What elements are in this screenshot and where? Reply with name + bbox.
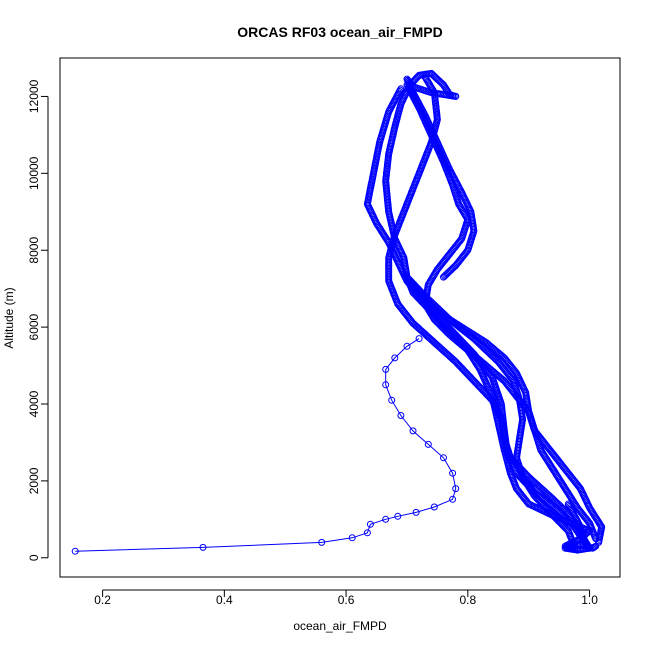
data-points-layer	[71, 69, 606, 555]
data-point-s3-181	[441, 272, 449, 280]
x-tick-label-2: 0.4	[216, 593, 233, 607]
data-point-s1-13	[449, 469, 457, 477]
data-point-s1-5	[363, 529, 371, 537]
y-tick-label-7: 12000	[27, 79, 41, 113]
y-tick-label-6: 10000	[27, 156, 41, 190]
data-point-s1-6	[366, 520, 374, 528]
data-point-s1-21	[391, 354, 399, 362]
x-tick-label-5: 1.0	[581, 593, 598, 607]
data-lines-layer	[75, 338, 457, 552]
data-point-s3-180	[442, 271, 450, 279]
data-point-s1-18	[388, 396, 396, 404]
x-tick-label-3: 0.6	[338, 593, 355, 607]
chart-title: ORCAS RF03 ocean_air_FMPD	[237, 24, 442, 40]
data-point-s2-82	[514, 487, 522, 495]
x-axis: 0.2 0.4 0.6 0.8 1.0	[94, 589, 598, 607]
y-axis-label: Altitude (m)	[2, 287, 16, 348]
data-point-s1-17	[397, 412, 405, 419]
data-point-s1-15	[424, 440, 432, 448]
data-point-s1-7	[382, 515, 390, 523]
y-axis: 0 2000 4000 6000 8000 10000 12000	[27, 79, 49, 561]
data-point-s1-11	[449, 495, 457, 503]
data-point-s3-182	[440, 273, 447, 281]
x-axis-label: ocean_air_FMPD	[293, 619, 387, 633]
plot-frame	[59, 57, 621, 578]
y-tick-label-3: 4000	[27, 390, 41, 417]
y-tick-label-1: 0	[27, 554, 41, 561]
y-tick-label-5: 8000	[27, 237, 41, 264]
data-point-s1-9	[412, 508, 420, 516]
data-point-s9-72	[591, 543, 599, 551]
data-point-s1-8	[394, 512, 402, 520]
y-tick-label-4: 6000	[27, 313, 41, 340]
x-tick-label-1: 0.2	[94, 593, 111, 607]
data-point-s1-14	[440, 454, 447, 462]
data-point-s1-23	[415, 335, 423, 343]
y-tick-label-2: 2000	[27, 467, 41, 494]
x-tick-label-4: 0.8	[459, 593, 476, 607]
data-point-s1-12	[452, 485, 460, 493]
data-point-s1-10	[430, 503, 438, 511]
series-line-1	[75, 338, 457, 552]
data-point-s1-16	[409, 427, 417, 435]
data-point-s9-73	[592, 542, 600, 550]
data-point-s1-22	[403, 342, 411, 350]
